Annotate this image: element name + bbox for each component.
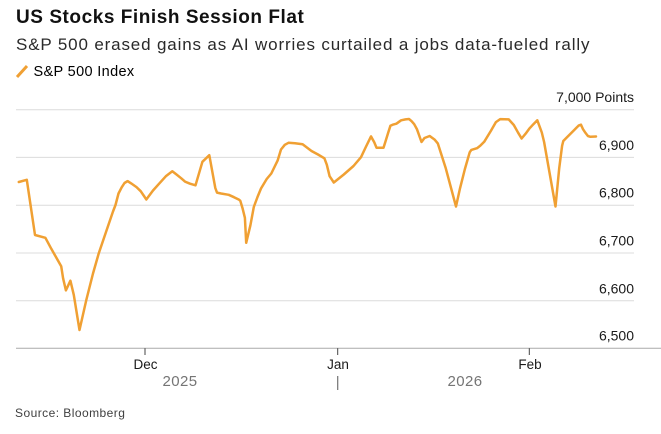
svg-text:6,700: 6,700 [599,233,634,249]
svg-text:|: | [336,374,340,391]
svg-text:Feb: Feb [518,357,541,372]
svg-text:S&P 500 Index: S&P 500 Index [34,64,135,80]
svg-text:6,900: 6,900 [599,137,634,153]
svg-text:Dec: Dec [133,357,157,372]
svg-text:2025: 2025 [163,373,198,390]
svg-text:6,600: 6,600 [599,280,634,296]
svg-text:7,000 Points: 7,000 Points [556,89,634,105]
svg-text:6,500: 6,500 [599,328,634,344]
svg-text:6,800: 6,800 [599,185,634,201]
svg-text:Jan: Jan [327,357,349,372]
svg-text:2026: 2026 [448,373,483,390]
